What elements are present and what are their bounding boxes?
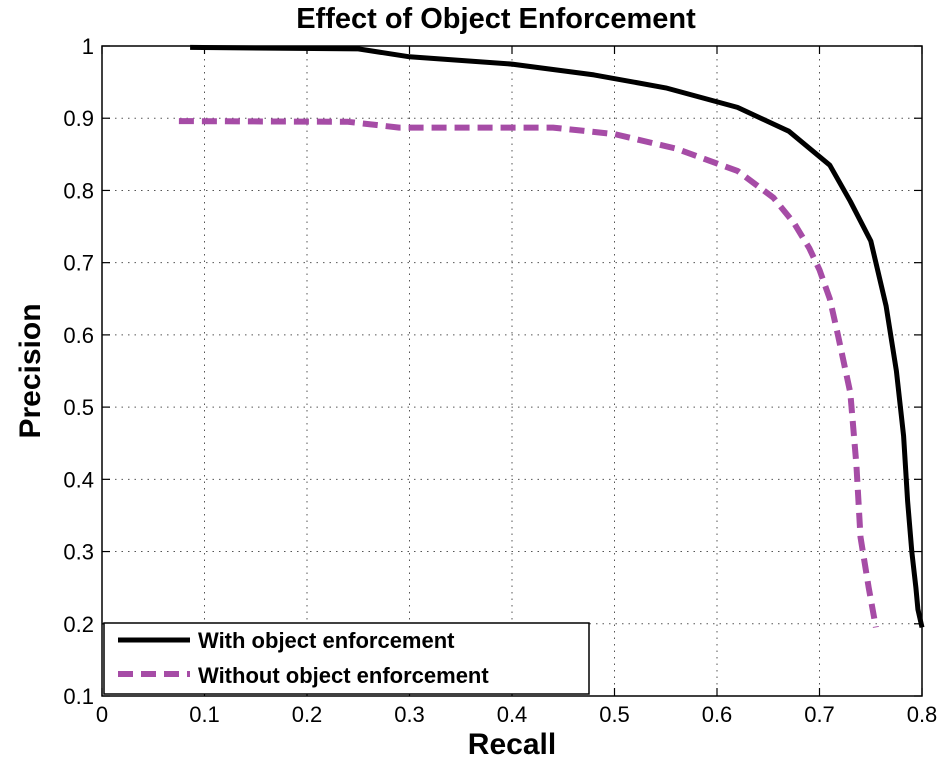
legend: With object enforcement Without object e… xyxy=(103,622,590,695)
y-tick-label: 0.4 xyxy=(63,467,94,492)
y-tick-label: 0.1 xyxy=(63,684,94,709)
x-tick-label: 0.2 xyxy=(292,702,323,727)
y-tick-label: 0.5 xyxy=(63,395,94,420)
x-tick-label: 0.6 xyxy=(702,702,733,727)
x-tick-label: 0.8 xyxy=(907,702,938,727)
legend-label-with-enforcement: With object enforcement xyxy=(198,628,455,653)
legend-box xyxy=(103,622,590,695)
x-axis-label: Recall xyxy=(468,728,556,761)
series-line-with-enforcement xyxy=(190,44,925,628)
x-tick-label: 0.1 xyxy=(189,702,220,727)
grid-lines xyxy=(102,46,922,696)
y-tick-label: 0.2 xyxy=(63,612,94,637)
x-tick-label: 0.3 xyxy=(394,702,425,727)
axis-ticks: 0 0.1 0.2 0.3 0.4 0.5 0.6 0.7 0.80.10.20.30.40.5… xyxy=(63,34,937,727)
x-tick-label: 0.4 xyxy=(497,702,528,727)
x-tick-label: 0 xyxy=(96,702,108,727)
y-tick-label: 1 xyxy=(82,34,94,59)
y-tick-label: 0.9 xyxy=(63,106,94,131)
y-tick-label: 0.6 xyxy=(63,323,94,348)
series-line-without-enforcement xyxy=(178,118,879,628)
legend-label-without-enforcement: Without object enforcement xyxy=(198,663,489,688)
y-axis-label: Precision xyxy=(14,303,47,438)
x-tick-label: 0.5 xyxy=(599,702,630,727)
y-tick-label: 0.3 xyxy=(63,540,94,565)
series-lines xyxy=(178,44,925,628)
y-tick-label: 0.7 xyxy=(63,251,94,276)
chart-title: Effect of Object Enforcement xyxy=(296,3,696,35)
x-tick-label: 0.7 xyxy=(804,702,835,727)
y-tick-label: 0.8 xyxy=(63,178,94,203)
